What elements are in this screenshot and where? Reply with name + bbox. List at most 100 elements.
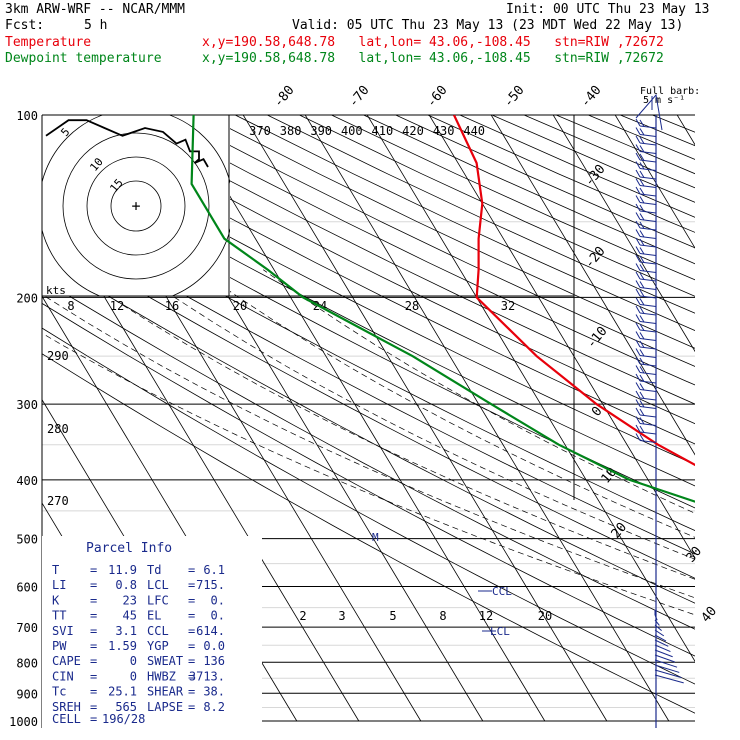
wind-barb xyxy=(635,348,657,358)
pressure-label: 700 xyxy=(16,621,38,635)
parcel-value: 0.8 xyxy=(115,578,137,592)
parcel-eq: = xyxy=(90,609,97,623)
dry-adiabat xyxy=(106,115,695,405)
wind-barb xyxy=(635,254,657,265)
wind-barb xyxy=(654,614,658,621)
parcel-key: CCL xyxy=(147,624,169,638)
wind-barb xyxy=(635,169,657,180)
wind-barb xyxy=(635,288,657,299)
hodograph-speed-label: 16 xyxy=(165,299,179,313)
mixing-ratio-label: 20 xyxy=(538,609,552,623)
pressure-label: 500 xyxy=(16,533,38,547)
theta-e-label: 370 xyxy=(249,124,271,138)
isotherm-label: -70 xyxy=(346,83,373,111)
wind-barb xyxy=(635,212,657,222)
parcel-eq: = xyxy=(90,578,97,592)
parcel-eq: = xyxy=(188,700,195,714)
hodograph-background xyxy=(42,115,230,296)
isotherm-label: -50 xyxy=(501,83,528,111)
parcel-value: 136 xyxy=(203,654,225,668)
hodograph-speed-label: 28 xyxy=(405,299,419,313)
parcel-key: K xyxy=(52,593,60,607)
parcel-eq: = xyxy=(188,578,195,592)
wind-barb xyxy=(635,263,657,273)
parcel-key: LFC xyxy=(147,593,169,607)
hodograph-ring xyxy=(86,156,186,256)
parcel-eq: = xyxy=(90,654,97,668)
parcel-title: Parcel Info xyxy=(86,541,172,556)
model-title: 3km ARW-WRF -- NCAR/MMM xyxy=(5,2,186,17)
hodograph-speed-label: 12 xyxy=(110,299,124,313)
pressure-label: 800 xyxy=(16,656,38,670)
wind-barb xyxy=(635,297,657,307)
parcel-key: SHEAR xyxy=(147,685,184,699)
dry-adiabat xyxy=(42,171,695,509)
wind-barb xyxy=(635,331,657,341)
wind-barb xyxy=(635,322,657,333)
parcel-key: TT xyxy=(52,609,66,623)
wind-barb xyxy=(654,619,660,626)
parcel-eq: = xyxy=(188,609,195,623)
wind-barb xyxy=(654,649,673,658)
parcel-key: PW xyxy=(52,639,67,653)
wind-barb xyxy=(635,305,657,316)
dry-adiabat xyxy=(42,302,695,657)
parcel-key: Tc xyxy=(52,685,66,699)
pressure-label: 400 xyxy=(16,474,38,488)
wind-barb xyxy=(654,624,662,632)
parcel-value: 715. xyxy=(196,578,225,592)
parcel-key: Td xyxy=(147,563,161,577)
dry-adiabat xyxy=(42,115,695,445)
pressure-label: 100 xyxy=(16,109,38,123)
isotherm-label: -10 xyxy=(584,324,611,352)
wind-key-unit: 5 m s⁻¹ xyxy=(643,95,685,106)
parcel-key: YGP xyxy=(147,639,169,653)
parcel-key: CAPE xyxy=(52,654,81,668)
lcl-label: LCL xyxy=(490,625,510,638)
isotherm-label: -80 xyxy=(271,83,298,111)
parcel-key: EL xyxy=(147,609,161,623)
dry-adiabat xyxy=(42,256,695,604)
mixing-ratio-label: 2 xyxy=(299,609,306,623)
mark-label: M xyxy=(372,531,379,544)
parcel-value: 0 xyxy=(130,654,137,668)
wind-barb xyxy=(635,195,657,205)
isotherm xyxy=(676,115,695,146)
hodograph-speed-label: 20 xyxy=(233,299,247,313)
hodograph-speed-label: 32 xyxy=(501,299,515,313)
theta-label: 270 xyxy=(47,494,69,508)
dewpoint-location: x,y=190.58,648.78 lat,lon= 43.06,-108.45… xyxy=(202,51,664,66)
wind-barb xyxy=(635,127,657,137)
dry-adiabat xyxy=(556,115,695,175)
isotherm-label: -20 xyxy=(582,244,609,272)
theta-e-label: 410 xyxy=(372,124,394,138)
isotherm-label: 10 xyxy=(599,465,621,487)
wind-barb xyxy=(635,144,657,154)
parcel-value: 0. xyxy=(211,593,225,607)
dry-adiabat xyxy=(42,353,695,714)
dry-adiabat xyxy=(203,115,695,349)
pressure-label: 600 xyxy=(16,581,38,595)
wind-barb xyxy=(635,356,657,367)
parcel-value: 0.0 xyxy=(203,639,225,653)
parcel-key: LI xyxy=(52,578,66,592)
parcel-key: SREH xyxy=(52,700,81,714)
wind-key-label: Full barb: xyxy=(640,86,700,97)
dry-adiabat xyxy=(395,115,695,249)
parcel-eq: = xyxy=(90,669,97,683)
wind-barb xyxy=(654,659,678,668)
wind-barb xyxy=(635,203,657,214)
wind-barb xyxy=(635,237,657,248)
parcel-key: LAPSE xyxy=(147,700,183,714)
parcel-eq: = xyxy=(90,624,97,638)
parcel-key: SWEAT xyxy=(147,654,183,668)
parcel-value: 3713. xyxy=(189,669,225,683)
theta-e-label: 420 xyxy=(402,124,424,138)
wind-barb xyxy=(635,433,657,443)
wind-barb xyxy=(654,654,676,663)
hodograph-speed-label: 8 xyxy=(67,299,74,313)
pressure-label: 300 xyxy=(16,398,38,412)
wind-barb xyxy=(635,161,657,171)
isotherm-label: -40 xyxy=(578,83,605,111)
moist-adiabat xyxy=(42,293,695,599)
